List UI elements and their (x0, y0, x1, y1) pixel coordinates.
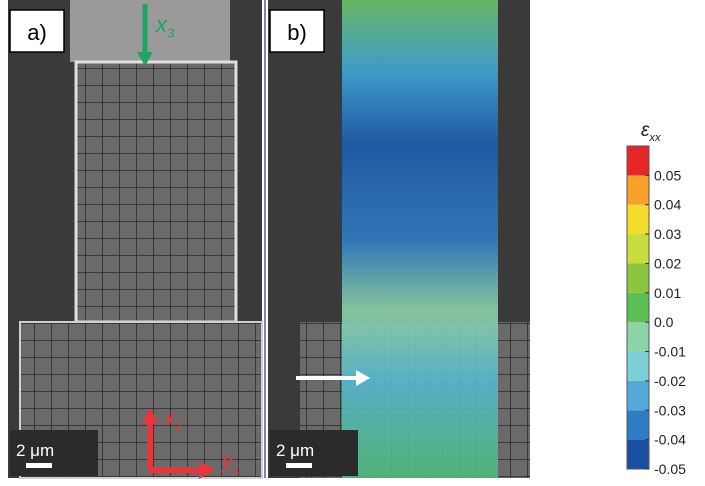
tick-label: 0.01 (654, 285, 681, 301)
colorbar-band (627, 410, 649, 439)
tick-label: -0.05 (654, 461, 686, 477)
colorbar-band (627, 293, 649, 322)
axis-x3-subscript: 3 (167, 26, 175, 41)
panel-label: a) (27, 20, 47, 45)
tick-label: -0.03 (654, 402, 686, 418)
scale-bar (286, 463, 312, 468)
page: a)2 μmb)2 μmx3x1y1εxx0.050.040.030.020.0… (0, 0, 705, 486)
tick-label: -0.04 (654, 432, 686, 448)
tick-label: 0.0 (654, 314, 674, 330)
panel-a (8, 0, 262, 478)
tick-label: 0.02 (654, 255, 681, 271)
colorbar-band (627, 322, 649, 351)
tick-label: -0.02 (654, 373, 686, 389)
scale-bar-label: 2 μm (276, 441, 314, 460)
colorbar-band (627, 175, 649, 204)
tick-label: 0.03 (654, 226, 681, 242)
axis-x1-subscript: 1 (175, 419, 182, 434)
colorbar-title: εxx (641, 120, 662, 144)
tick-label: -0.01 (654, 344, 686, 360)
panel-label: b) (287, 20, 307, 45)
panel-b (268, 0, 530, 478)
colorbar-band (627, 440, 649, 469)
colorbar-band (627, 205, 649, 234)
scale-bar-label: 2 μm (16, 441, 54, 460)
tick-label: 0.05 (654, 167, 681, 183)
colorbar-band (627, 234, 649, 263)
colorbar-title-subscript: xx (648, 132, 662, 144)
colorbar-band (627, 263, 649, 292)
axis-y1-subscript: 1 (233, 462, 240, 477)
colorbar-band (627, 146, 649, 175)
tick-label: 0.04 (654, 197, 681, 213)
figure: a)2 μmb)2 μmx3x1y1εxx0.050.040.030.020.0… (0, 0, 705, 481)
colorbar-band (627, 352, 649, 381)
scale-bar (26, 463, 52, 468)
colorbar-band (627, 381, 649, 410)
